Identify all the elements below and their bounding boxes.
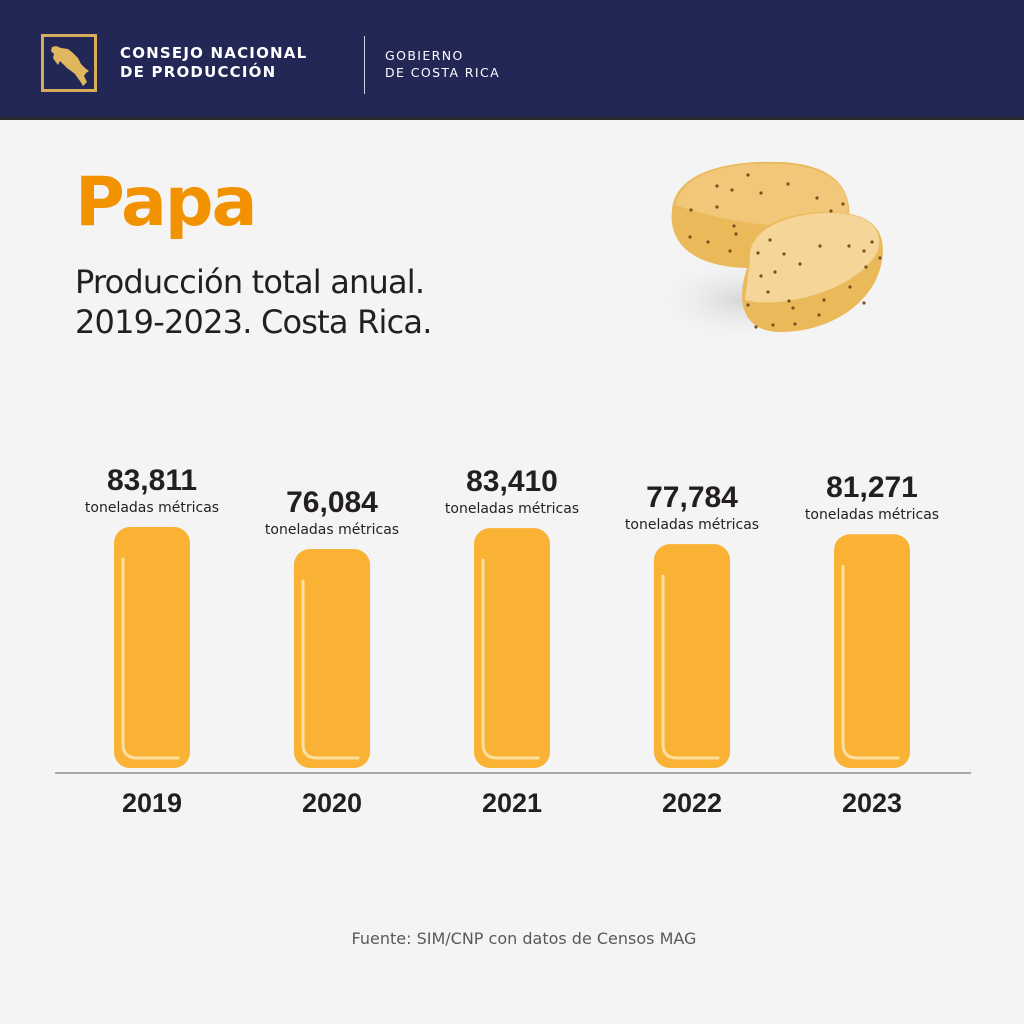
- org-name: CONSEJO NACIONAL DE PRODUCCIÓN: [120, 44, 307, 82]
- org-name-line2: DE PRODUCCIÓN: [120, 63, 277, 81]
- value-label: 76,084: [286, 486, 378, 519]
- value-label: 77,784: [646, 481, 738, 514]
- x-tick-label: 2019: [122, 788, 182, 818]
- bar-2019: [114, 527, 190, 768]
- bar-highlight: [841, 564, 900, 760]
- unit-label: toneladas métricas: [445, 501, 579, 517]
- bar-highlight: [661, 574, 720, 760]
- header-divider: [364, 36, 365, 94]
- gov-name: GOBIERNO DE COSTA RICA: [385, 47, 500, 81]
- subtitle-line1: Producción total anual.: [75, 263, 425, 301]
- source-note: Fuente: SIM/CNP con datos de Censos MAG: [351, 929, 697, 948]
- org-name-line1: CONSEJO NACIONAL: [120, 44, 308, 62]
- gov-name-line2: DE COSTA RICA: [385, 65, 501, 80]
- bar-2023: [834, 534, 910, 768]
- x-tick-label: 2021: [482, 788, 542, 818]
- logo: [41, 34, 97, 92]
- unit-label: toneladas métricas: [265, 522, 399, 538]
- value-label: 83,410: [466, 465, 558, 498]
- page-title: Papa: [75, 163, 257, 242]
- unit-label: toneladas métricas: [805, 507, 939, 523]
- bar-highlight: [301, 579, 360, 760]
- unit-label: toneladas métricas: [625, 517, 759, 533]
- bar-2020: [294, 549, 370, 768]
- page-subtitle: Producción total anual. 2019-2023. Costa…: [75, 262, 432, 342]
- bar-highlight: [121, 557, 180, 760]
- value-label: 81,271: [826, 471, 918, 504]
- unit-label: toneladas métricas: [85, 500, 219, 516]
- x-tick-label: 2020: [302, 788, 362, 818]
- bar-highlight: [481, 558, 540, 760]
- bar-2022: [654, 544, 730, 768]
- value-label: 83,811: [107, 464, 197, 497]
- x-tick-label: 2023: [842, 788, 902, 818]
- costa-rica-map-icon: [51, 46, 89, 86]
- header-banner: CONSEJO NACIONAL DE PRODUCCIÓN GOBIERNO …: [0, 0, 1024, 120]
- bar-2021: [474, 528, 550, 768]
- gov-name-line1: GOBIERNO: [385, 48, 464, 63]
- subtitle-line2: 2019-2023. Costa Rica.: [75, 303, 432, 341]
- x-tick-label: 2022: [662, 788, 722, 818]
- potato-icon: [650, 161, 883, 345]
